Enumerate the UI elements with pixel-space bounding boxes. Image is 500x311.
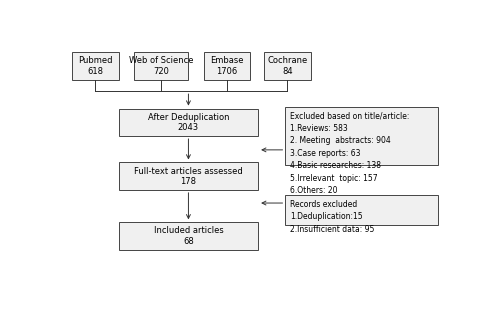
- Text: Records excluded
1.Deduplication:15
2.Insufficient data: 95: Records excluded 1.Deduplication:15 2.In…: [290, 200, 374, 234]
- FancyBboxPatch shape: [204, 52, 250, 80]
- Text: Excluded based on title/article:
1.Reviews: 583
2. Meeting  abstracts: 904
3.Cas: Excluded based on title/article: 1.Revie…: [290, 111, 410, 195]
- Text: After Deduplication
2043: After Deduplication 2043: [148, 113, 229, 132]
- Text: Full-text articles assessed
178: Full-text articles assessed 178: [134, 166, 243, 186]
- FancyBboxPatch shape: [286, 195, 438, 225]
- Text: Web of Science
720: Web of Science 720: [129, 56, 194, 76]
- FancyBboxPatch shape: [264, 52, 310, 80]
- FancyBboxPatch shape: [118, 222, 258, 250]
- FancyBboxPatch shape: [286, 107, 438, 165]
- Text: Cochrane
84: Cochrane 84: [267, 56, 308, 76]
- Text: Embase
1706: Embase 1706: [210, 56, 244, 76]
- FancyBboxPatch shape: [72, 52, 118, 80]
- FancyBboxPatch shape: [118, 162, 258, 190]
- Text: Pubmed
618: Pubmed 618: [78, 56, 112, 76]
- FancyBboxPatch shape: [118, 109, 258, 136]
- Text: Included articles
68: Included articles 68: [154, 226, 224, 246]
- FancyBboxPatch shape: [134, 52, 188, 80]
